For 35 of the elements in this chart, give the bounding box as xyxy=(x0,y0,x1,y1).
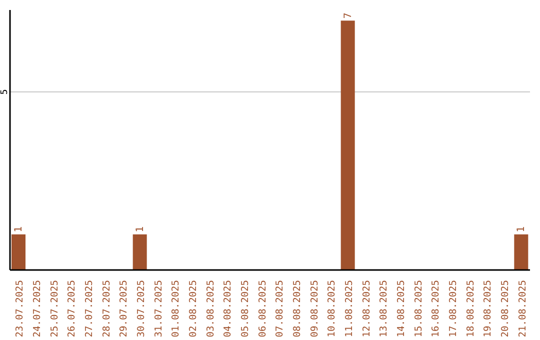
x-tick-label: 09.08.2025 xyxy=(309,280,320,338)
x-tick-label: 03.08.2025 xyxy=(205,280,216,338)
x-tick-label: 25.07.2025 xyxy=(49,280,60,338)
x-tick-label: 13.08.2025 xyxy=(378,280,390,338)
x-tick-label: 28.07.2025 xyxy=(101,280,112,338)
x-tick-label: 07.08.2025 xyxy=(274,280,286,338)
data-label: 1 xyxy=(516,226,528,232)
x-tick-label: 04.08.2025 xyxy=(222,280,234,338)
x-tick-label: 29.07.2025 xyxy=(118,280,130,338)
x-tick-label: 26.07.2025 xyxy=(66,280,78,338)
x-tick-label: 27.07.2025 xyxy=(84,280,95,338)
data-label: 7 xyxy=(342,12,354,19)
data-label: 1 xyxy=(134,226,146,232)
x-tick-label: 06.08.2025 xyxy=(257,280,268,338)
x-tick-label: 30.07.2025 xyxy=(136,280,147,338)
x-tick-label: 21.08.2025 xyxy=(517,280,528,338)
x-tick-label: 14.08.2025 xyxy=(396,280,407,338)
x-tick-label: 08.08.2025 xyxy=(292,280,303,338)
x-tick-label: 18.08.2025 xyxy=(465,280,476,338)
x-tick-label: 16.08.2025 xyxy=(430,280,442,338)
x-tick-label: 10.08.2025 xyxy=(326,280,338,338)
x-tick-label: 31.07.2025 xyxy=(153,280,164,338)
x-tick-label: 02.08.2025 xyxy=(188,280,199,338)
x-tick-label: 24.07.2025 xyxy=(32,280,43,338)
x-tick-label: 05.08.2025 xyxy=(240,280,251,338)
x-tick-label: 12.08.2025 xyxy=(361,280,372,338)
data-label: 1 xyxy=(14,226,24,232)
x-tick-label: 17.08.2025 xyxy=(448,280,459,338)
x-tick-label: 15.08.2025 xyxy=(413,280,424,338)
x-tick-label: 01.08.2025 xyxy=(170,280,182,338)
x-tick-label: 20.08.2025 xyxy=(500,280,511,338)
x-tick-label: 23.07.2025 xyxy=(14,280,26,338)
x-tick-label: 11.08.2025 xyxy=(344,280,355,338)
y-tick-label: 5 xyxy=(0,89,10,95)
x-tick-label: 19.08.2025 xyxy=(482,280,494,338)
